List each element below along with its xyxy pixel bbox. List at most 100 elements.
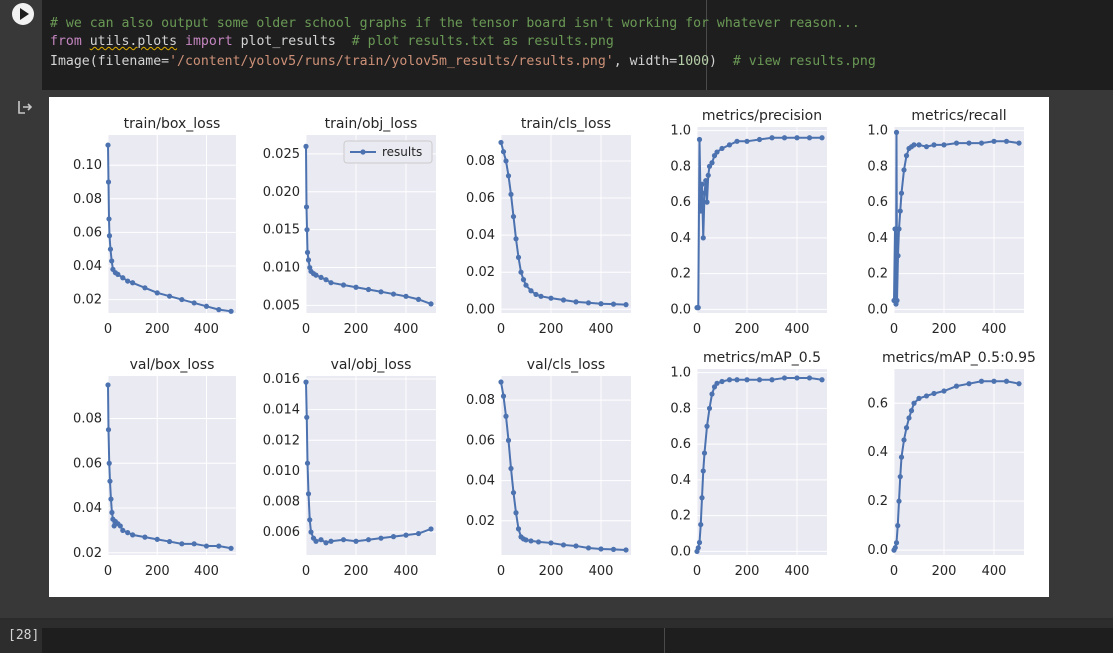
data-point bbox=[895, 523, 901, 529]
y-tick-label: 0.6 bbox=[867, 396, 888, 411]
data-point bbox=[154, 290, 160, 296]
data-point bbox=[130, 532, 136, 538]
data-point bbox=[403, 532, 409, 538]
line-length-ruler bbox=[706, 0, 707, 90]
x-tick-label: 200 bbox=[539, 322, 564, 337]
x-tick-label: 400 bbox=[589, 322, 614, 337]
data-point bbox=[340, 282, 347, 288]
code-token: # plot results.txt as results.png bbox=[351, 34, 614, 49]
data-point bbox=[318, 537, 324, 543]
data-point bbox=[508, 191, 514, 197]
y-tick-label: 0.010 bbox=[263, 464, 300, 479]
data-point bbox=[500, 149, 507, 155]
data-point bbox=[897, 208, 903, 214]
x-tick-label: 400 bbox=[589, 564, 614, 579]
data-point bbox=[953, 383, 960, 389]
data-point bbox=[313, 538, 319, 544]
x-tick-label: 200 bbox=[145, 564, 170, 579]
data-point bbox=[819, 135, 825, 141]
subplot: 0 200 400 0.0 0.2 0.4 0.6 0.8 1.0 metrics/precisi… bbox=[670, 108, 827, 337]
data-point bbox=[898, 454, 905, 460]
data-point bbox=[903, 425, 910, 431]
y-tick-label: 0.06 bbox=[466, 191, 495, 206]
data-point bbox=[906, 415, 912, 421]
data-point bbox=[109, 258, 115, 264]
data-point bbox=[781, 375, 788, 381]
y-tick-label: 0.6 bbox=[670, 195, 691, 210]
data-point bbox=[307, 517, 313, 523]
y-tick-label: 0.08 bbox=[466, 154, 495, 169]
x-tick-label: 0 bbox=[104, 322, 112, 337]
subplot-title: metrics/mAP_0.5 bbox=[703, 350, 821, 366]
data-point bbox=[903, 153, 910, 159]
data-point bbox=[734, 377, 740, 383]
data-point bbox=[610, 546, 617, 552]
run-cell-button[interactable] bbox=[12, 3, 34, 25]
data-point bbox=[323, 540, 329, 546]
x-tick-label: 200 bbox=[735, 322, 760, 337]
data-point bbox=[323, 277, 329, 283]
execution-count: [28] bbox=[8, 628, 40, 643]
data-point bbox=[107, 246, 114, 252]
data-point bbox=[756, 377, 763, 383]
data-point bbox=[726, 377, 733, 383]
data-point bbox=[794, 375, 800, 381]
data-point bbox=[120, 275, 126, 281]
y-tick-label: 0.02 bbox=[73, 546, 102, 561]
data-point bbox=[179, 541, 185, 547]
data-point bbox=[695, 305, 701, 311]
y-tick-label: 0.020 bbox=[263, 185, 300, 200]
data-point bbox=[573, 543, 579, 549]
data-point bbox=[523, 282, 529, 288]
data-point bbox=[510, 490, 517, 496]
data-point bbox=[923, 144, 930, 150]
data-point bbox=[769, 135, 775, 141]
data-point bbox=[216, 307, 222, 313]
data-point bbox=[303, 204, 310, 210]
data-point bbox=[893, 540, 900, 546]
data-point bbox=[781, 135, 788, 141]
data-point bbox=[806, 375, 813, 381]
data-point bbox=[303, 143, 309, 149]
data-point bbox=[340, 537, 347, 543]
y-tick-label: 0.2 bbox=[670, 267, 691, 282]
x-tick-label: 400 bbox=[785, 564, 810, 579]
code-editor[interactable]: # we can also output some older school g… bbox=[42, 0, 1113, 90]
data-point bbox=[892, 226, 898, 232]
x-tick-label: 200 bbox=[344, 322, 369, 337]
data-point bbox=[714, 149, 720, 155]
data-point bbox=[560, 542, 567, 548]
code-token: utils.plots bbox=[89, 34, 178, 49]
play-icon bbox=[20, 8, 29, 20]
results-plot-image: 0 200 400 0.02 0.04 0.06 0.08 0.10 train/box_los… bbox=[49, 97, 1049, 597]
x-tick-label: 400 bbox=[394, 322, 419, 337]
code-token: , width= bbox=[613, 54, 678, 69]
legend: results bbox=[343, 140, 433, 164]
y-tick-label: 0.02 bbox=[466, 514, 495, 529]
y-tick-label: 0.08 bbox=[466, 393, 495, 408]
y-tick-label: 0.8 bbox=[670, 401, 691, 416]
subplot-title: val/box_loss bbox=[130, 357, 215, 373]
subplot: 0 200 400 0.02 0.04 0.06 0.08 val/cls_loss bbox=[466, 357, 631, 579]
data-point bbox=[505, 173, 512, 179]
data-point bbox=[142, 285, 148, 291]
data-point bbox=[560, 297, 567, 303]
data-point bbox=[179, 296, 185, 303]
data-point bbox=[533, 291, 539, 298]
data-point bbox=[703, 178, 709, 184]
data-point bbox=[117, 523, 123, 529]
y-tick-label: 0.4 bbox=[867, 231, 888, 246]
data-point bbox=[505, 437, 512, 443]
y-tick-label: 0.04 bbox=[73, 259, 102, 274]
data-point bbox=[744, 138, 750, 144]
data-point bbox=[142, 534, 148, 540]
data-point bbox=[106, 233, 113, 239]
legend-marker bbox=[360, 149, 366, 155]
subplot: 0 200 400 0.02 0.04 0.06 0.08 val/box_loss bbox=[73, 357, 236, 579]
data-point bbox=[166, 538, 173, 545]
data-point bbox=[794, 135, 800, 141]
data-point bbox=[966, 140, 972, 146]
next-code-editor[interactable] bbox=[42, 628, 1113, 653]
data-point bbox=[696, 136, 703, 143]
output-redirect-icon[interactable] bbox=[17, 99, 33, 115]
